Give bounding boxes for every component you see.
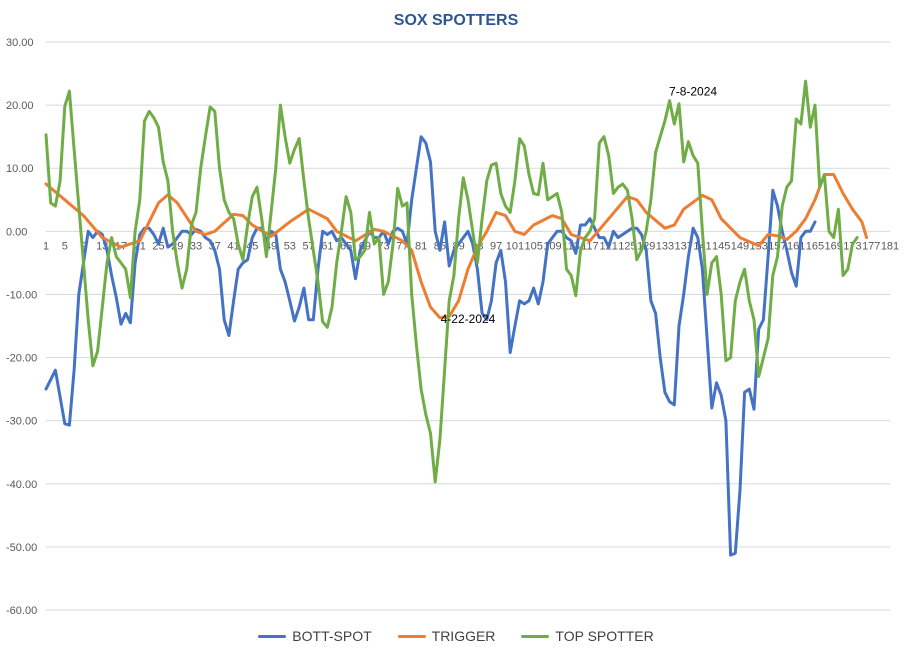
x-tick-label: 125 — [618, 240, 636, 252]
x-tick-label: 1 — [43, 240, 49, 252]
x-tick-label: 145 — [712, 240, 730, 252]
x-tick-label: 33 — [190, 240, 202, 252]
x-tick-label: 53 — [284, 240, 296, 252]
y-tick-label: 20.00 — [6, 100, 34, 112]
y-tick-label: -50.00 — [6, 542, 37, 554]
legend-swatch — [521, 634, 550, 638]
legend-label: BOTT-SPOT — [292, 628, 372, 644]
legend-swatch — [258, 634, 287, 638]
series-line-bott-spot — [44, 135, 817, 557]
x-tick-label: 149 — [731, 240, 749, 252]
legend-label: TRIGGER — [431, 628, 496, 644]
series-line-trigger — [44, 173, 869, 320]
legend-item: TRIGGER — [397, 628, 496, 644]
series-line-top-spotter — [44, 79, 859, 484]
y-tick-label: -20.00 — [6, 353, 37, 365]
x-tick-label: 25 — [152, 240, 164, 252]
legend: BOTT-SPOT TRIGGER TOP SPOTTER — [0, 628, 912, 644]
y-tick-label: 10.00 — [6, 163, 34, 175]
x-tick-label: 81 — [415, 240, 427, 252]
x-tick-label: 61 — [321, 240, 333, 252]
x-tick-label: 169 — [825, 240, 843, 252]
y-tick-label: 30.00 — [6, 37, 34, 49]
x-tick-label: 133 — [656, 240, 674, 252]
legend-item: BOTT-SPOT — [258, 628, 372, 644]
x-tick-label: 97 — [490, 240, 502, 252]
y-tick-label: 0.00 — [6, 226, 27, 238]
x-tick-label: 181 — [881, 240, 899, 252]
annotation-label: 4-22-2024 — [441, 312, 496, 326]
legend-swatch — [397, 634, 426, 638]
annotation-label: 7-8-2024 — [669, 85, 717, 99]
x-tick-label: 117 — [581, 240, 599, 252]
y-tick-label: -40.00 — [6, 479, 37, 491]
y-tick-label: -30.00 — [6, 416, 37, 428]
x-tick-label: 177 — [862, 240, 880, 252]
y-tick-label: -10.00 — [6, 289, 37, 301]
x-tick-label: 101 — [506, 240, 524, 252]
chart-title: SOX SPOTTERS — [393, 12, 519, 29]
y-tick-label: -60.00 — [6, 605, 37, 617]
x-tick-label: 5 — [62, 240, 68, 252]
x-tick-label: 105 — [524, 240, 542, 252]
x-tick-label: 161 — [787, 240, 805, 252]
legend-label: TOP SPOTTER — [555, 628, 654, 644]
x-tick-label: 165 — [806, 240, 824, 252]
legend-item: TOP SPOTTER — [521, 628, 654, 644]
